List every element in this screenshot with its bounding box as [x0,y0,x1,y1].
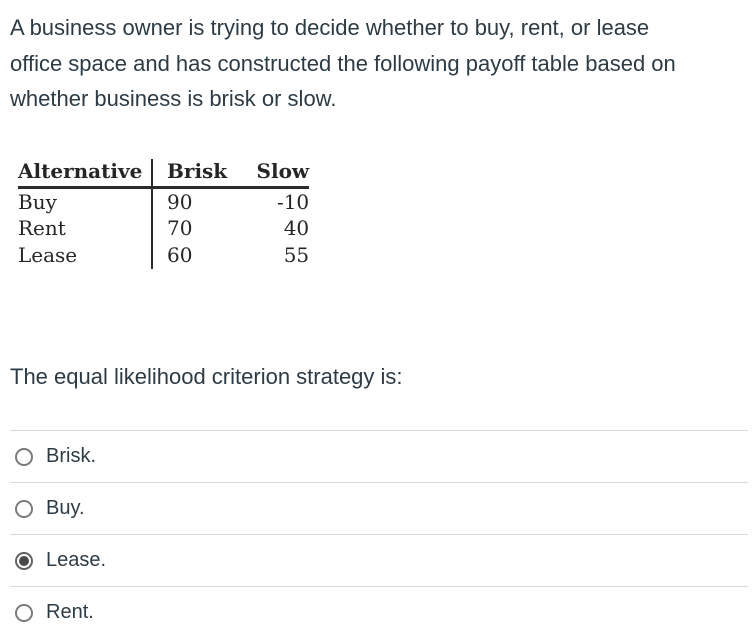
payoff-header-slow: Slow [227,159,310,189]
option-label: Buy. [46,497,85,519]
table-row-rent: Rent 70 40 [18,214,310,242]
prompt-line: A business owner is trying to decide whe… [10,15,650,40]
question-prompt: A business owner is trying to decide whe… [10,10,676,117]
option-label: Brisk. [46,445,96,467]
cell-brisk: 90 [167,189,193,214]
answer-option-brisk[interactable]: Brisk. [10,430,748,482]
payoff-header-brisk: Brisk [152,159,228,189]
cell-slow: -10 [276,189,310,214]
cell-brisk: 70 [167,216,193,240]
cell-slow: 55 [283,243,310,267]
payoff-header-alternative: Alternative [18,159,153,189]
answer-options: Brisk. Buy. Lease. Rent. [10,430,748,634]
answer-option-buy[interactable]: Buy. [10,482,748,534]
cell-brisk: 60 [167,243,193,267]
answer-option-lease[interactable]: Lease. [10,534,748,586]
option-label: Lease. [46,549,107,571]
prompt-line: office space and has constructed the fol… [10,50,676,76]
question-stem: The equal likelihood criterion strategy … [10,364,403,389]
cell-alternative: Buy [18,187,153,215]
payoff-table: Alternative Brisk Slow Buy 90 -10 Rent 7… [18,159,310,269]
cell-alternative: Lease [18,241,153,269]
table-row-lease: Lease 60 55 [18,241,310,269]
option-label: Rent. [46,601,94,623]
prompt-line: whether business is brisk or slow. [10,86,337,111]
cell-alternative: Rent [18,214,153,242]
radio-button-icon[interactable] [15,499,33,518]
payoff-table-header-row: Alternative Brisk Slow [18,159,310,189]
table-row-buy: Buy 90 -10 [18,187,310,215]
radio-button-icon[interactable] [15,447,33,466]
cell-slow: 40 [283,216,310,240]
radio-button-icon[interactable] [15,551,33,570]
radio-button-icon[interactable] [15,603,33,622]
answer-option-rent[interactable]: Rent. [10,586,748,634]
